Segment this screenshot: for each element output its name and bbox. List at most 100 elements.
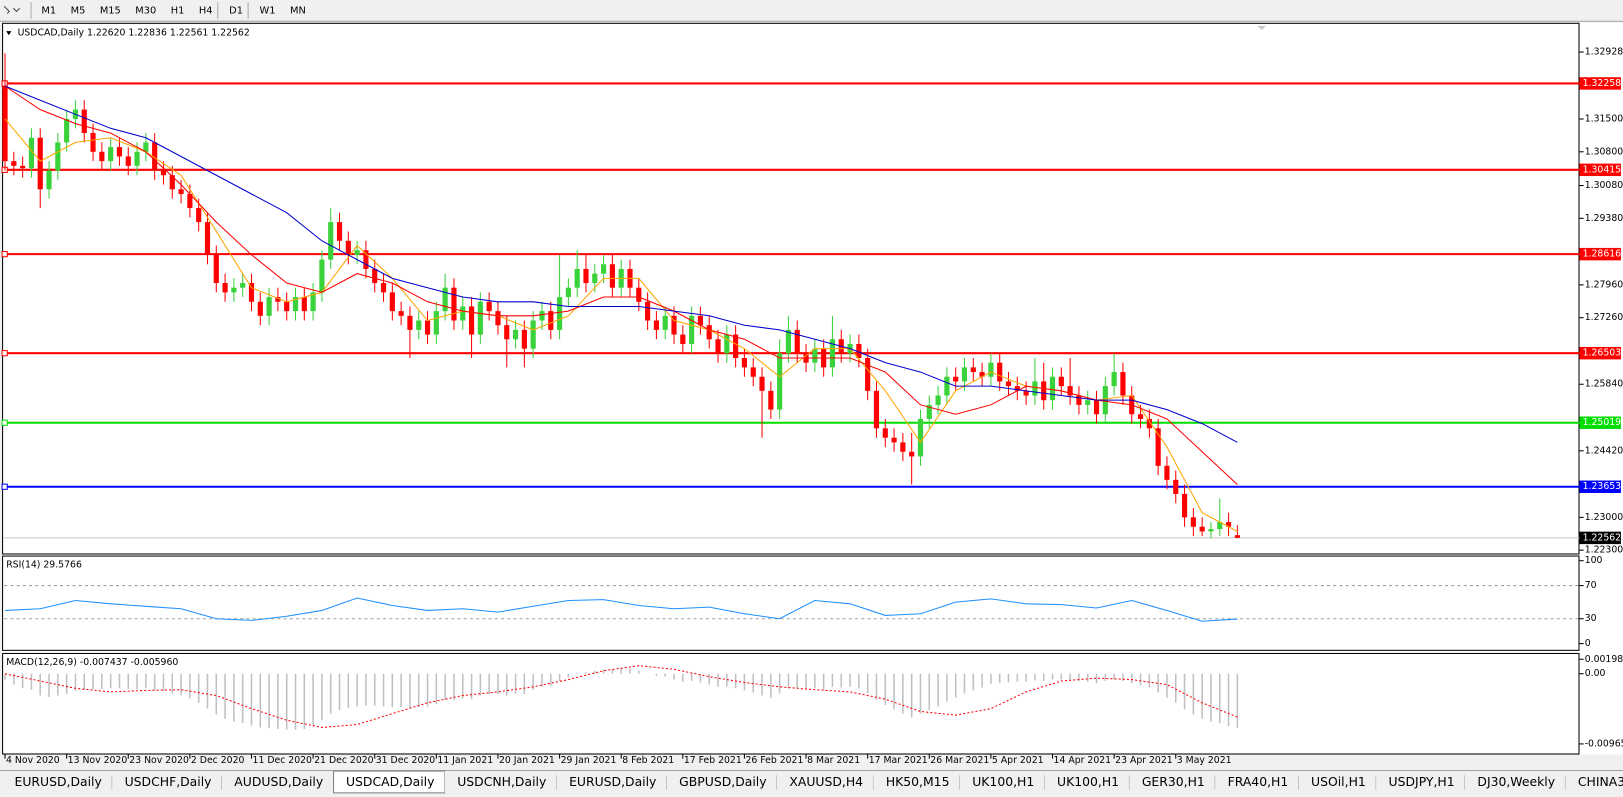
candle-body <box>55 142 61 171</box>
candle-body <box>1076 395 1082 405</box>
candle-body <box>222 283 228 293</box>
candle-body <box>1111 372 1117 387</box>
tab-background[interactable] <box>1376 771 1465 793</box>
tab-background[interactable] <box>556 771 667 793</box>
tab[interactable]: GBPUSD,Daily <box>679 774 766 789</box>
timeframe-button[interactable]: H1 <box>171 5 185 16</box>
candle-body <box>1181 493 1188 518</box>
candle-body <box>372 268 378 284</box>
tab[interactable]: USOil,H1 <box>1311 774 1366 789</box>
timeframe-button[interactable]: D1 <box>229 5 243 16</box>
candle-body <box>275 297 281 302</box>
candle-body <box>240 283 246 288</box>
macd-signal <box>4 665 1238 728</box>
candle-body <box>178 189 184 194</box>
tab-background[interactable] <box>2 771 113 793</box>
tab[interactable]: UK100,H1 <box>1057 774 1119 789</box>
tab[interactable]: EURUSD,Daily <box>569 774 656 789</box>
x-tick-label: 29 Jan 2021 <box>561 755 617 766</box>
x-tick-label: 26 Mar 2021 <box>930 755 989 766</box>
candle-body <box>1190 517 1196 527</box>
timeframe-button[interactable]: W1 <box>260 5 276 16</box>
tab-background[interactable] <box>873 771 960 793</box>
level-anchor[interactable] <box>1 419 8 426</box>
tab-background[interactable] <box>1215 771 1299 793</box>
y-tick-label: -0.009659 <box>1585 738 1623 749</box>
tab[interactable]: AUDUSD,Daily <box>234 774 323 789</box>
level-label: 1.32258 <box>1583 78 1622 89</box>
tab-background[interactable] <box>776 771 874 793</box>
timeframe-button[interactable]: M15 <box>100 5 121 16</box>
candle-body <box>11 161 17 166</box>
candle-body <box>257 301 263 316</box>
shift-marker[interactable] <box>1257 25 1266 31</box>
candle-body <box>556 297 563 330</box>
tab[interactable]: EURUSD,Daily <box>14 774 101 789</box>
candle-body <box>1208 529 1214 532</box>
timeframe-button[interactable]: H4 <box>199 5 213 16</box>
level-anchor[interactable] <box>1 483 8 490</box>
candle-body <box>1199 526 1205 532</box>
candle-body <box>768 390 774 410</box>
y-tick-label: 1.31500 <box>1585 113 1623 124</box>
tab[interactable]: GER30,H1 <box>1142 774 1205 789</box>
candle-body <box>794 329 800 354</box>
candle-body <box>512 329 519 340</box>
tab-background[interactable] <box>1565 771 1623 793</box>
tab[interactable]: FRA40,H1 <box>1228 774 1289 789</box>
panel-menu-arrow[interactable] <box>6 31 12 36</box>
tab-background[interactable] <box>1044 771 1130 793</box>
tab[interactable]: HK50,M15 <box>886 774 950 789</box>
rsi-line <box>5 597 1238 622</box>
tab-background[interactable] <box>959 771 1045 793</box>
x-tick-label: 11 Jan 2021 <box>437 755 493 766</box>
timeframe-button[interactable]: MN <box>290 5 306 16</box>
timeframe-button[interactable]: M5 <box>71 5 86 16</box>
level-label-box <box>1579 163 1621 177</box>
tab-background[interactable] <box>444 771 557 793</box>
candle-body <box>583 268 589 284</box>
candle-body <box>1146 418 1152 429</box>
y-tick-label: 1.22300 <box>1585 545 1623 556</box>
tab[interactable]: USDJPY,H1 <box>1389 774 1455 789</box>
tab-background[interactable] <box>221 771 334 793</box>
tab-background[interactable] <box>1129 771 1216 793</box>
tab[interactable]: USDCAD,Daily <box>346 774 434 789</box>
tab[interactable]: UK100,H1 <box>972 774 1034 789</box>
candle-body <box>680 334 686 344</box>
tab[interactable]: CHINA300,H1 <box>1578 774 1623 789</box>
candle-body <box>301 297 307 312</box>
x-tick-label: 17 Feb 2021 <box>684 755 742 766</box>
x-tick-label: 8 Feb 2021 <box>622 755 674 766</box>
timeframe-button[interactable]: M1 <box>41 5 56 16</box>
tab-background[interactable] <box>112 771 222 793</box>
tab-background[interactable] <box>1464 771 1566 793</box>
level-anchor[interactable] <box>1 251 8 258</box>
candle-body <box>671 315 677 335</box>
tab[interactable]: USDCHF,Daily <box>125 774 212 789</box>
level-label: 1.30415 <box>1583 164 1622 175</box>
candle-body <box>609 264 615 288</box>
level-anchor[interactable] <box>1 350 8 357</box>
tab[interactable]: XAUUSD,H4 <box>789 774 863 789</box>
candle-body <box>134 151 140 166</box>
candle-body <box>354 250 360 255</box>
timeframe-button[interactable]: M30 <box>135 5 156 16</box>
toolbar-icon[interactable] <box>3 5 21 14</box>
candle-body <box>961 367 968 382</box>
candle-body <box>1137 414 1144 419</box>
candle-body <box>662 315 668 330</box>
level-label: 1.26503 <box>1583 348 1622 359</box>
tab[interactable]: DJ30,Weekly <box>1477 774 1555 789</box>
candle-body <box>1049 376 1056 401</box>
tab-background[interactable] <box>1298 771 1377 793</box>
y-tick-label: 30 <box>1585 613 1597 624</box>
y-tick-label: 0.001989 <box>1585 654 1623 665</box>
candle-body <box>697 315 704 326</box>
tab[interactable]: USDCNH,Daily <box>457 774 546 789</box>
y-tick-label: 1.30080 <box>1585 180 1623 191</box>
candle-body <box>187 193 193 209</box>
candle-body <box>1041 381 1047 401</box>
tab-background[interactable] <box>666 771 777 793</box>
